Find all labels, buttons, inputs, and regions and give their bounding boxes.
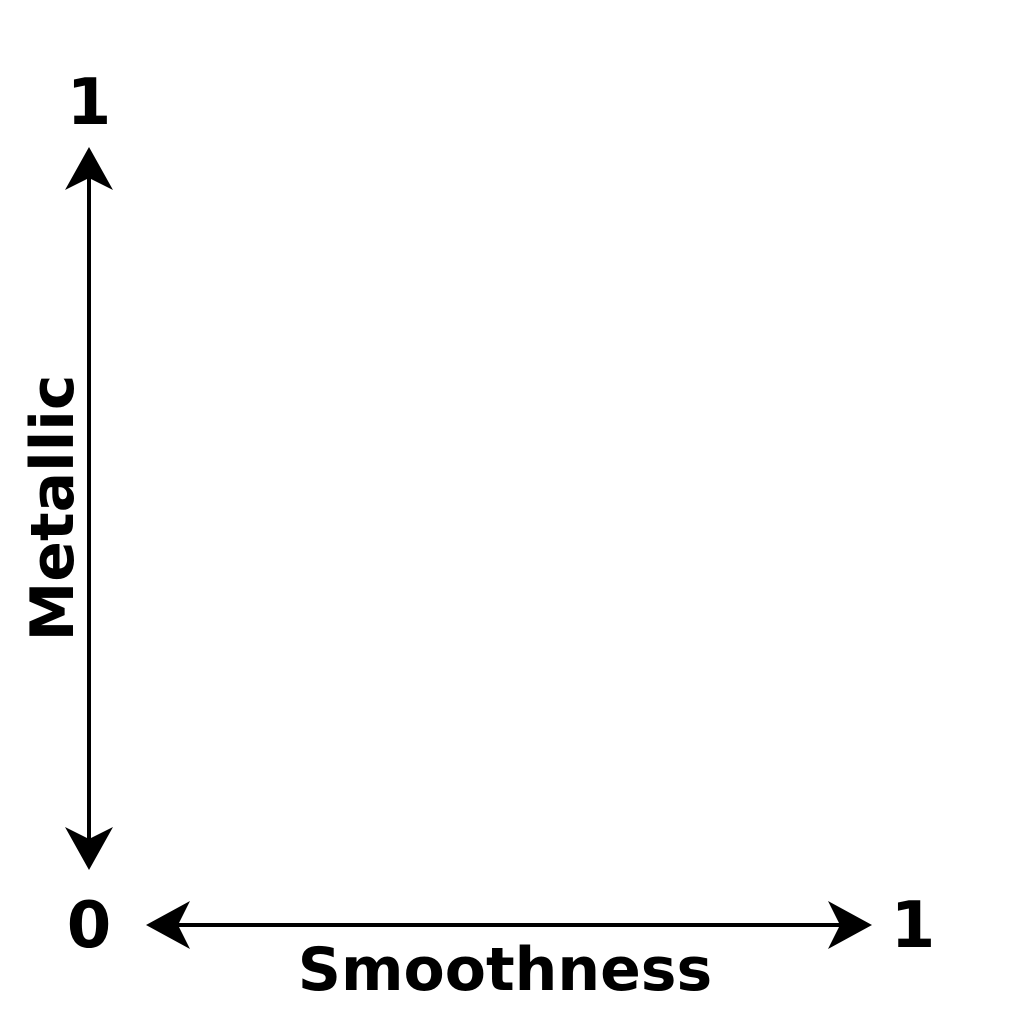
- y-axis-title: Metallic: [18, 375, 88, 642]
- x-axis-max-label: 1: [891, 889, 936, 963]
- y-axis-max-label: 1: [67, 66, 112, 140]
- x-axis-title: Smoothness: [298, 935, 712, 1005]
- x-axis-min-label: 0: [67, 889, 112, 963]
